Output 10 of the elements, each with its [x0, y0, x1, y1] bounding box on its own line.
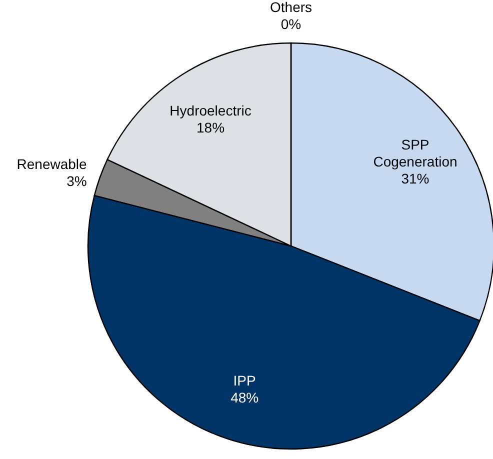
slice-label: IPP: [233, 372, 256, 388]
category-label: Others: [270, 0, 312, 15]
slice-label: SPP Cogeneration: [373, 136, 458, 170]
data-label: 18%: [196, 120, 225, 136]
slice-label: Hydroelectric: [170, 102, 252, 119]
data-label: 31%: [401, 170, 430, 187]
text: 0%: [280, 16, 302, 32]
data-label: 48%: [230, 389, 259, 406]
slice-label: Renewable: [16, 156, 88, 172]
data-label: 3%: [66, 172, 87, 189]
